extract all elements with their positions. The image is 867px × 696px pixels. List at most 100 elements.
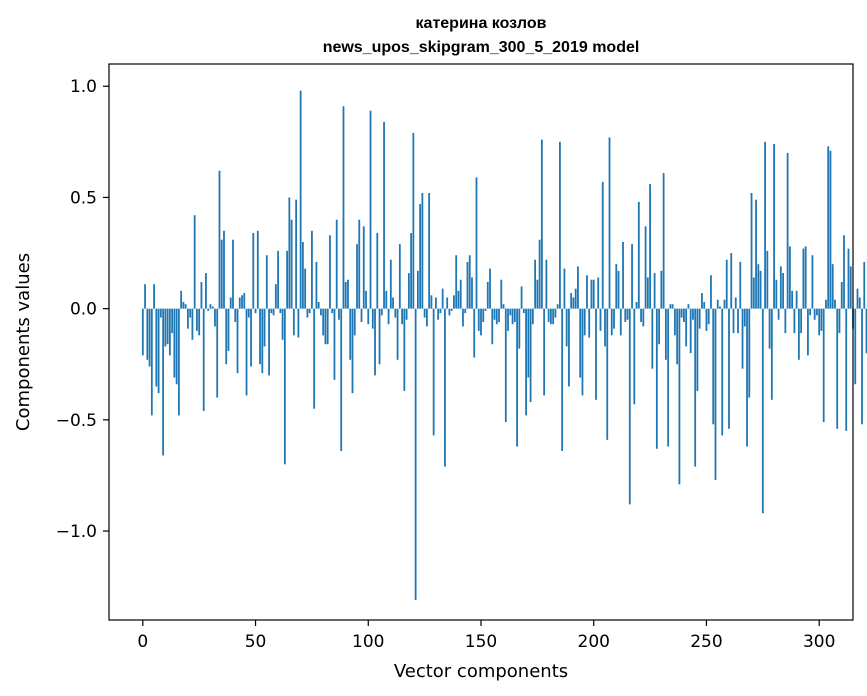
bar-309	[838, 308, 841, 334]
bar-239	[680, 308, 683, 318]
bar-4	[150, 308, 153, 416]
bar-258	[723, 299, 726, 309]
chart-title-line-1: катерина козлов	[416, 15, 547, 32]
bar-293	[802, 248, 805, 309]
bar-314	[849, 266, 852, 309]
bar-176	[538, 239, 541, 309]
bar-213	[622, 241, 624, 309]
bar-36	[223, 230, 225, 309]
bar-22	[191, 308, 194, 340]
bar-292	[800, 308, 803, 334]
bar-78	[317, 301, 320, 309]
bar-64	[286, 250, 289, 309]
bar-227	[653, 273, 656, 309]
bar-50	[254, 308, 257, 314]
bar-104	[376, 233, 379, 309]
bar-270	[750, 192, 753, 309]
bar-140	[457, 290, 460, 309]
bar-311	[843, 235, 845, 309]
bar-88	[340, 308, 343, 451]
bar-144	[466, 261, 469, 309]
bar-222	[642, 308, 645, 327]
bar-178	[543, 308, 546, 396]
bar-211	[617, 270, 620, 309]
bar-16	[177, 308, 180, 416]
bar-173	[531, 308, 534, 325]
bar-61	[279, 308, 282, 314]
bar-186	[561, 308, 564, 451]
bar-135	[446, 297, 449, 309]
x-tick-label: 200	[578, 632, 610, 652]
bar-154	[489, 268, 491, 309]
bar-268	[746, 308, 748, 447]
bar-218	[633, 308, 636, 405]
bar-99	[365, 290, 367, 309]
bar-247	[698, 308, 701, 329]
bar-202	[597, 277, 600, 309]
bar-139	[455, 255, 458, 309]
bar-18	[182, 301, 185, 309]
bar-195	[581, 308, 584, 396]
bar-85	[333, 308, 336, 380]
bar-232	[664, 308, 667, 360]
bar-299	[816, 308, 818, 316]
bar-276	[764, 141, 766, 309]
y-axis-ticks: −1.0 −0.5 0.0 0.5 1.0	[56, 77, 109, 542]
bar-243	[689, 308, 692, 354]
bar-219	[635, 301, 638, 309]
bar-53	[261, 308, 264, 374]
bar-287	[788, 246, 791, 309]
bar-169	[522, 308, 525, 314]
bar-106	[380, 308, 383, 316]
bar-192	[574, 288, 577, 309]
bar-191	[572, 297, 575, 309]
y-tick-label: 0.5	[70, 188, 97, 208]
bar-230	[660, 270, 663, 309]
bar-100	[367, 308, 370, 325]
bar-56	[268, 308, 270, 376]
bar-262	[732, 308, 735, 334]
y-tick-label: −1.0	[56, 522, 97, 542]
x-tick-label: 0	[137, 632, 148, 652]
bar-300	[818, 308, 821, 336]
bar-0	[141, 308, 144, 356]
bar-20	[187, 308, 189, 329]
bar-242	[687, 304, 690, 309]
bar-188	[565, 308, 568, 347]
bar-193	[577, 266, 579, 309]
bar-11	[166, 308, 169, 345]
bar-24	[196, 308, 198, 331]
bar-58	[272, 308, 275, 316]
bar-321	[865, 308, 867, 354]
bar-216	[628, 308, 631, 505]
bar-39	[229, 297, 232, 309]
bar-297	[811, 255, 814, 309]
bar-137	[450, 308, 453, 311]
bar-250	[705, 308, 708, 331]
y-tick-label: 1.0	[70, 77, 97, 97]
bar-199	[590, 279, 593, 309]
bar-302	[822, 308, 825, 423]
bar-98	[362, 226, 365, 309]
bar-35	[220, 239, 223, 309]
bar-103	[374, 308, 376, 376]
bar-54	[263, 308, 266, 347]
bar-96	[358, 219, 361, 309]
bar-210	[615, 264, 618, 309]
bar-241	[685, 308, 688, 347]
bar-316	[854, 308, 857, 385]
bar-142	[462, 308, 464, 327]
bar-198	[588, 308, 591, 338]
bar-233	[667, 308, 670, 447]
x-tick-label: 150	[465, 632, 497, 652]
bar-159	[500, 279, 503, 309]
bar-168	[520, 286, 523, 309]
bar-223	[644, 226, 647, 309]
bar-167	[518, 308, 521, 349]
y-tick-label: 0.0	[70, 300, 97, 320]
bar-291	[797, 308, 800, 360]
bar-301	[820, 308, 823, 331]
bar-212	[619, 308, 622, 336]
bar-118	[407, 273, 410, 309]
bar-294	[804, 246, 807, 309]
